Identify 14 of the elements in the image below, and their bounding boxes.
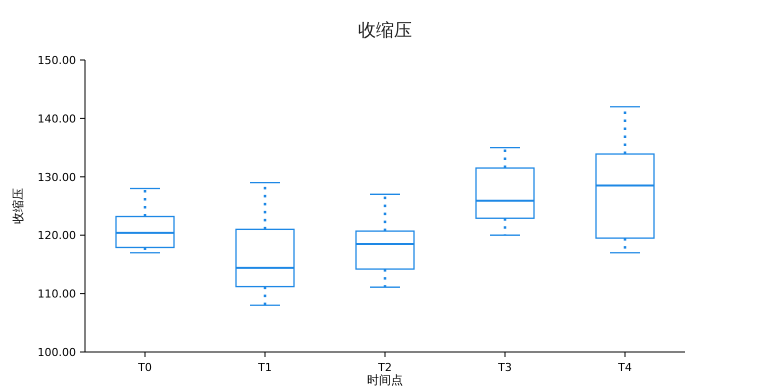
- x-tick-label: T1: [257, 361, 272, 374]
- y-tick-label: 100.00: [38, 346, 76, 359]
- y-axis-title: 收缩压: [11, 188, 25, 224]
- y-tick-label: 110.00: [38, 288, 76, 301]
- x-tick-label: T0: [137, 361, 152, 374]
- x-tick-label: T2: [377, 361, 392, 374]
- y-tick-label: 150.00: [38, 54, 76, 67]
- y-tick-label: 120.00: [38, 229, 76, 242]
- chart-title: 收缩压: [358, 20, 412, 41]
- x-tick-label: T3: [497, 361, 512, 374]
- x-axis-title: 时间点: [367, 373, 403, 387]
- y-tick-label: 130.00: [38, 170, 76, 184]
- x-tick-label: T4: [617, 361, 632, 374]
- y-tick-label: 140.00: [38, 112, 76, 126]
